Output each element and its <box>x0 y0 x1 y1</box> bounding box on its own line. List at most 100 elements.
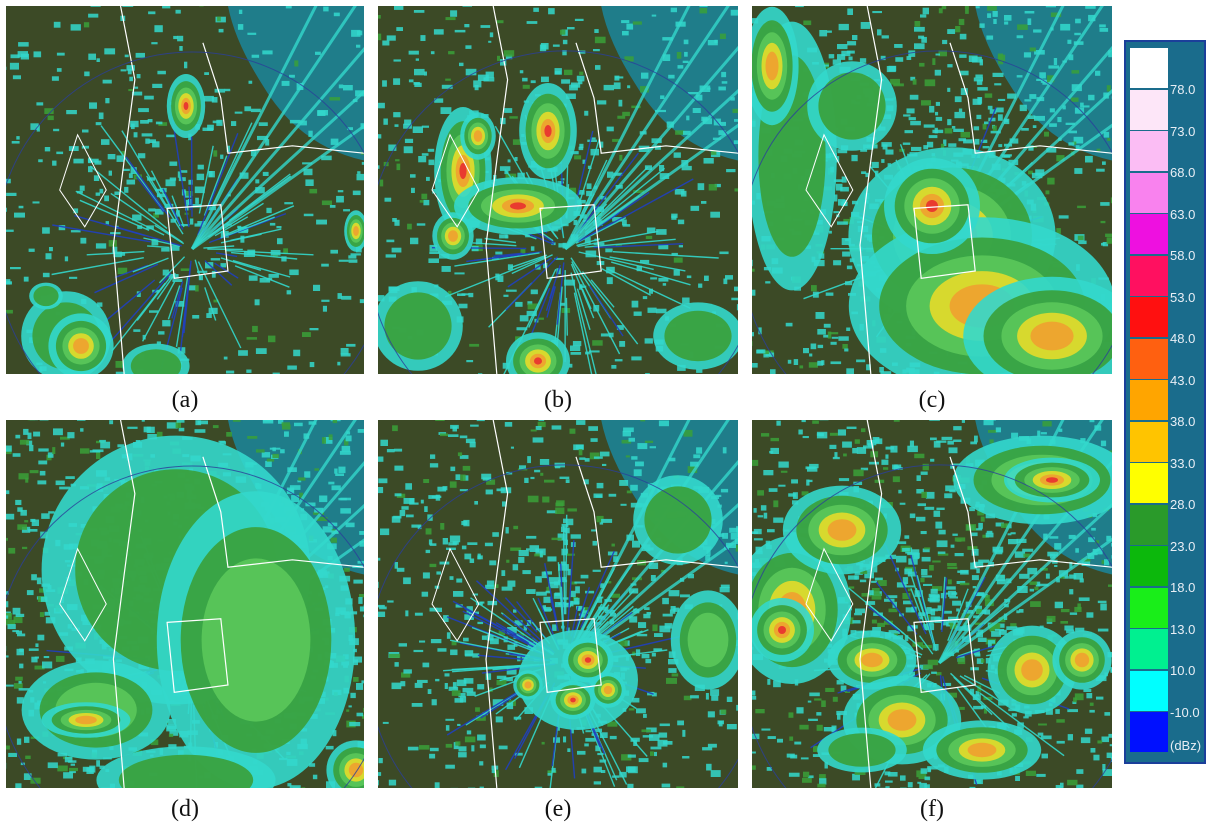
echo-speck <box>458 746 467 752</box>
echo-speck <box>40 596 48 602</box>
echo-speck <box>559 302 566 306</box>
echo-speck <box>350 253 361 256</box>
echo-speck <box>480 25 491 28</box>
echo-speck <box>821 360 825 366</box>
echo-speck <box>176 210 180 217</box>
echo-speck <box>477 555 483 560</box>
echo-speck <box>666 677 677 684</box>
echo-speck <box>997 114 1003 121</box>
echo-speck <box>555 507 565 514</box>
echo-speck <box>1047 177 1055 185</box>
radar-panel-e <box>378 420 738 788</box>
echo-speck <box>537 317 544 320</box>
echo-speck <box>645 658 652 664</box>
clutter-spoke <box>158 256 186 284</box>
echo-speck <box>134 86 139 89</box>
echo-speck <box>330 249 338 254</box>
echo-speck <box>852 35 858 40</box>
echo-speck <box>657 739 668 747</box>
echo-speck <box>393 112 401 118</box>
echo-speck <box>574 18 584 21</box>
echo-speck <box>122 6 134 7</box>
echo-speck <box>860 149 868 152</box>
echo-speck <box>507 627 517 634</box>
echo-speck <box>393 59 401 62</box>
echo-speck <box>631 456 638 460</box>
echo-speck <box>834 194 838 202</box>
echo-speck <box>852 200 859 205</box>
echo-speck <box>140 120 149 124</box>
echo-speck <box>544 479 555 483</box>
echo-speck <box>31 519 39 526</box>
echo-speck <box>1021 128 1029 131</box>
echo-speck <box>38 460 48 465</box>
echo-speck <box>217 16 221 22</box>
echo-speck <box>321 200 332 206</box>
echo-speck <box>677 65 684 69</box>
echo-speck <box>394 448 403 452</box>
echo-speck <box>162 320 171 327</box>
echo-speck <box>752 363 758 368</box>
echo-speck <box>687 466 698 473</box>
echo-speck <box>138 108 149 113</box>
echo-speck <box>152 83 163 88</box>
echo-speck <box>1007 93 1017 99</box>
echo-speck <box>865 172 869 178</box>
echo-speck <box>457 452 463 457</box>
echo-speck <box>1028 170 1033 175</box>
echo-speck <box>36 102 44 106</box>
clutter-spoke <box>204 260 233 286</box>
echo-speck <box>1017 24 1028 30</box>
echo-speck <box>887 163 892 167</box>
echo-speck <box>606 126 614 132</box>
echo-speck <box>630 484 638 491</box>
echo-speck <box>120 252 126 256</box>
echo-speck <box>150 739 159 746</box>
echo-speck <box>519 70 524 74</box>
echo-speck <box>488 40 492 43</box>
echo-speck <box>67 432 75 439</box>
echo-speck <box>914 26 925 32</box>
echo-speck <box>6 229 14 232</box>
radar-panel-c <box>752 6 1112 374</box>
echo-speck <box>641 72 649 79</box>
echo-speck <box>578 50 586 54</box>
echo-speck <box>552 228 559 232</box>
echo-speck <box>445 78 451 81</box>
echo-speck <box>23 276 29 282</box>
beam-artifact <box>564 45 738 250</box>
echo-speck <box>1049 123 1057 127</box>
echo-speck <box>932 129 944 134</box>
echo-speck <box>526 310 537 317</box>
echo-speck <box>848 56 853 61</box>
echo-speck <box>47 115 54 121</box>
echo-speck <box>147 434 157 440</box>
echo-speck <box>411 187 415 193</box>
echo-speck <box>344 439 349 446</box>
echo-speck <box>922 7 929 15</box>
echo-speck <box>615 244 622 247</box>
echo-speck <box>451 690 461 696</box>
echo-speck <box>543 596 551 603</box>
echo-speck <box>489 638 499 645</box>
echo-speck <box>633 190 645 193</box>
echo-speck <box>464 553 472 560</box>
echo-speck <box>382 80 387 87</box>
echo-speck <box>452 682 457 689</box>
echo-speck <box>502 362 510 369</box>
echo-speck <box>148 139 156 143</box>
echo-speck <box>378 780 379 786</box>
echo-speck <box>852 448 858 454</box>
echo-speck <box>881 35 889 39</box>
echo-speck <box>445 764 455 769</box>
echo-speck <box>17 633 26 637</box>
clutter-spoke <box>204 287 217 321</box>
echo-speck <box>1044 131 1049 137</box>
echo-speck <box>195 197 199 204</box>
clutter-spoke <box>75 190 165 236</box>
echo-speck <box>571 82 581 88</box>
echo-speck <box>544 608 553 611</box>
echo-speck <box>88 166 93 173</box>
storm-cell <box>584 657 592 663</box>
echo-speck <box>705 693 709 700</box>
